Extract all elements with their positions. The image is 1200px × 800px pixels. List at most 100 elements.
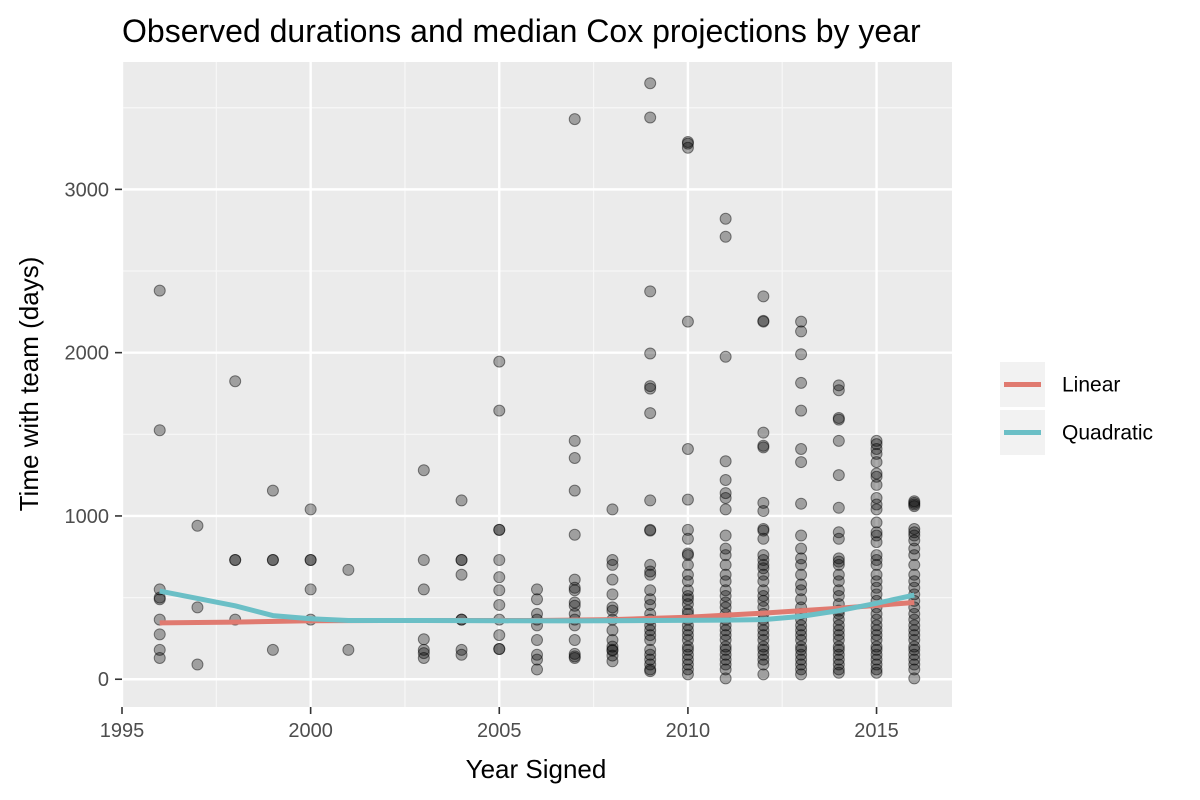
data-point [681,643,694,656]
data-point [417,464,430,477]
data-point [832,568,845,581]
data-point [568,634,581,647]
data-point [681,653,694,666]
data-point [870,663,883,676]
data-point [795,643,808,656]
data-point [757,532,770,545]
data-point [531,593,543,606]
legend: Linear Quadratic [1000,362,1153,455]
plot-panel [122,62,952,707]
data-point [719,589,732,602]
data-point [757,314,770,327]
data-point [266,643,279,656]
data-point [493,643,506,656]
data-point [606,573,619,586]
data-point [644,665,657,678]
data-point [870,653,883,666]
data-point [681,624,694,637]
data-point [832,624,845,637]
data-point [644,111,657,124]
data-point [908,575,921,588]
data-point [719,350,732,363]
data-point [719,529,732,542]
data-point [908,658,921,671]
data-point [304,503,317,516]
data-point [153,284,166,297]
data-point [757,634,770,647]
data-point [870,568,883,581]
data-point [644,624,657,637]
data-point [832,555,845,568]
data-point [795,663,808,676]
data-point [908,498,921,511]
data-point [719,542,732,555]
data-point [795,348,808,361]
data-point [757,524,770,537]
data-point [719,212,732,225]
data-point [417,643,430,656]
data-point [568,434,581,447]
data-point [908,607,921,620]
data-point [644,658,657,671]
data-point [757,640,770,653]
data-point [266,484,279,497]
data-point [493,404,506,417]
data-point [870,575,883,588]
data-point [832,413,845,426]
data-point [832,552,845,565]
data-point [644,523,657,536]
data-point [304,554,317,567]
data-point [832,629,845,642]
data-point [795,668,808,681]
data-point [681,137,694,150]
data-point [568,528,581,541]
data-point [493,523,506,536]
data-point [908,500,921,513]
data-point [870,456,883,469]
y-axis: 0 1000 2000 3000 [65,179,122,691]
data-point [870,526,883,539]
data-point [606,503,619,516]
data-point [719,624,732,637]
data-point [455,568,468,581]
data-point [644,653,657,666]
data-point [681,648,694,661]
data-point [455,643,468,656]
data-point [870,658,883,671]
data-point [531,634,543,647]
data-point [757,575,770,588]
data-point [606,655,619,668]
data-point [681,568,694,581]
data-point [719,634,732,647]
data-point [417,554,430,567]
data-point [493,629,506,642]
data-point [644,584,657,597]
legend-label: Quadratic [1062,422,1153,445]
data-point [681,523,694,536]
y-axis-title: Time with team (days) [14,257,44,512]
data-point [644,565,657,578]
data-point [908,619,921,632]
data-point [606,601,619,614]
data-point [681,549,694,562]
grid-minor [122,62,952,707]
data-point [908,529,921,542]
data-point [455,554,468,567]
data-point [870,529,883,542]
data-point [908,526,921,539]
data-point [719,658,732,671]
data-point [870,648,883,661]
data-point [795,325,808,338]
data-point [832,469,845,482]
data-point [681,663,694,676]
data-point [908,581,921,594]
data-point [870,498,883,511]
data-point [757,668,770,681]
x-axis: 1995 2000 2005 2010 2015 [100,707,899,742]
data-point [719,549,732,562]
data-point [757,426,770,439]
data-point [568,647,581,660]
chart-title: Observed durations and median Cox projec… [122,13,921,49]
data-point [757,439,770,452]
